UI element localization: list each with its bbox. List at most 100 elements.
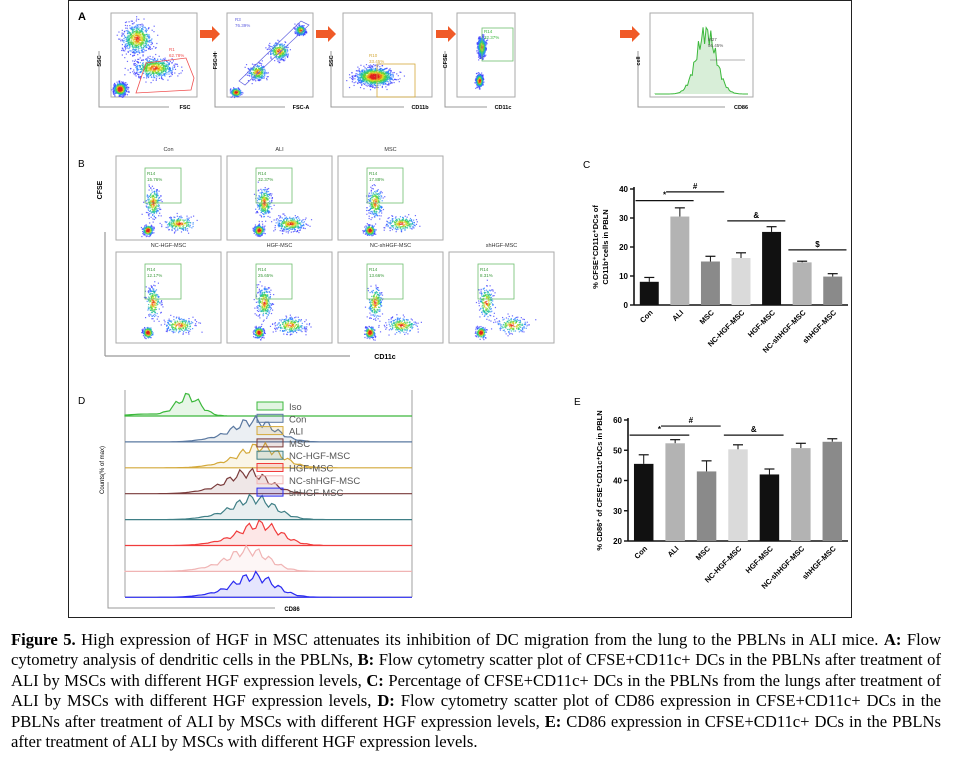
scatter-dot [358,80,360,82]
scatter-dot [371,73,374,75]
figure-graphics: A B C D E R162.78%FSCSSCR376.39%FSC-AFSC… [78,11,848,613]
scatter-dot [157,58,159,60]
scatter-dot [135,49,137,51]
scatter-dot [483,50,485,53]
scatter-dot [235,90,237,92]
scatter-dot [251,67,253,69]
scatter-dot [241,91,243,93]
scatter-dot [175,63,177,65]
scatter-dot [371,64,373,67]
scatter-dot [483,34,485,36]
scatter-dot [133,51,135,53]
scatter-dot [143,66,145,69]
scatter-dot [153,59,155,61]
scatter-dot [129,50,131,52]
scatter-dot [135,65,138,68]
scatter-dot [159,61,161,63]
scatter-dot [239,91,241,93]
scatter-dot [137,49,139,51]
scatter-dot [287,55,289,57]
scatter-dot [151,66,154,69]
scatter-dot [259,72,261,74]
scatter-dot [248,69,250,71]
scatter-dot [369,64,372,66]
scatter-dot [386,71,389,73]
panel-label-d: D [78,396,85,407]
scatter-dot [259,68,261,70]
scatter-dot [477,51,479,53]
scatter-dot [399,71,401,73]
scatter-dot [121,89,123,91]
scatter-dot [154,60,156,62]
scatter-dot [147,63,149,65]
scatter-dot [482,36,484,38]
scatter-dot [364,82,366,84]
scatter-dot [162,64,165,67]
scatter-dot [145,30,147,33]
scatter-dot [135,28,137,30]
scatter-dot [157,69,159,71]
scatter-dot [128,45,131,47]
scatter-dot [481,77,483,79]
gate-r3 [238,20,310,86]
scatter-dot [131,31,133,33]
scatter-dot [358,68,360,70]
scatter-dot [153,72,155,75]
scatter-dot [161,74,163,77]
scatter-dot [145,66,147,68]
scatter-dot [259,78,261,81]
scatter-dot [258,72,260,74]
scatter-dot [142,55,144,57]
scatter-dot [379,81,381,83]
scatter-dot [117,83,119,85]
scatter-dot [137,34,139,37]
scatter-dot [239,92,241,95]
scatter-dot [138,34,140,36]
scatter-dot [122,96,124,98]
scatter-dot [140,24,142,26]
scatter-dot [133,60,136,63]
scatter-dot [234,93,236,95]
scatter-dot [128,41,130,43]
scatter-dot [363,71,365,74]
scatter-dot [259,73,262,75]
scatter-dot [135,27,137,29]
scatter-dot [379,69,381,71]
scatter-dot [279,49,281,52]
scatter-dot [136,37,138,39]
scatter-dot [374,68,376,70]
scatter-dot [169,67,172,70]
scatter-dot [283,52,285,54]
scatter-dot [382,71,384,73]
scatter-dot [126,91,128,93]
scatter-dot [168,63,170,66]
scatter-dot [141,35,143,37]
scatter-dot [374,72,376,74]
scatter-dot [118,81,121,83]
scatter-dot [116,88,118,90]
scatter-dot [130,35,132,37]
scatter-dot [131,51,133,53]
scatter-dot [282,50,284,52]
scatter-dot [358,73,361,75]
scatter-dot [235,93,237,95]
scatter-dot [365,71,367,74]
scatter-dot [120,93,122,96]
scatter-dot [251,69,254,71]
scatter-dot [250,69,252,71]
scatter-dot [153,67,155,69]
scatter-dot [259,62,261,64]
scatter-dot [157,66,160,68]
scatter-dot [116,87,118,90]
scatter-dot [392,74,394,76]
scatter-dot [136,35,138,37]
scatter-dot [142,24,144,26]
scatter-dot [264,75,266,77]
scatter-dot [125,89,127,91]
scatter-dot [274,51,276,54]
scatter-dot [279,44,281,46]
scatter-dot [476,83,478,85]
scatter-dot [118,95,120,97]
scatter-dot [147,76,149,78]
scatter-dot [361,83,363,85]
